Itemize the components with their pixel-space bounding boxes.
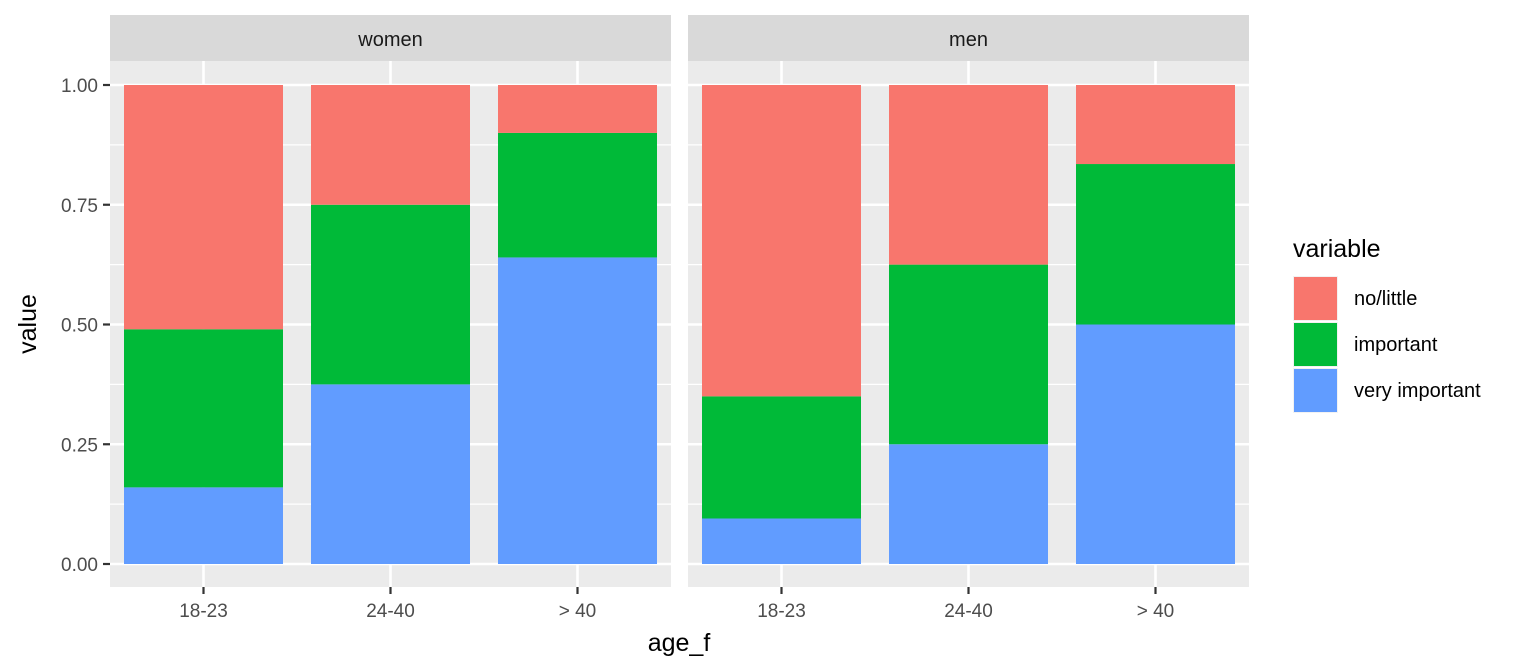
y-axis: 0.00 0.25 0.50 0.75 1.00 [61, 76, 110, 576]
bar-segment-no-little [1076, 85, 1235, 165]
facet-panels: women 18-23 24-40 > 40 men 18-23 24-40 > 40 [110, 15, 1249, 622]
bar-segment-very-important [311, 384, 470, 564]
bar-segment-very-important [1076, 324, 1235, 564]
bar-segment-no-little [889, 85, 1048, 265]
bar-segment-important [702, 396, 861, 519]
bar-segment-no-little [702, 85, 861, 397]
bar-segment-no-little [124, 85, 283, 330]
x-tick-label: 18-23 [179, 601, 228, 622]
bar-segment-important [498, 132, 657, 258]
x-tick-label: > 40 [559, 601, 597, 622]
facet-panel-women: women 18-23 24-40 > 40 [110, 15, 671, 622]
facet-strip-label: men [949, 29, 988, 51]
x-tick-label: 24-40 [366, 601, 415, 622]
facet-panel-men: men 18-23 24-40 > 40 [688, 15, 1249, 622]
bar-segment-important [889, 264, 1048, 445]
bar-segment-important [124, 329, 283, 488]
facet-strip [110, 15, 671, 61]
legend: variable no/little important very importan… [1293, 235, 1481, 413]
y-tick-label: 1.00 [61, 76, 98, 97]
legend-item: very important [1293, 368, 1481, 413]
x-tick-label: 24-40 [944, 601, 993, 622]
x-tick-label: 18-23 [757, 601, 806, 622]
legend-item: no/little [1293, 276, 1417, 321]
y-tick-label: 0.75 [61, 196, 98, 217]
bar-segment-important [1076, 164, 1235, 325]
legend-item: important [1293, 322, 1438, 367]
x-axis-title: age_f [648, 629, 711, 657]
facet-strip [688, 15, 1249, 61]
y-axis-title: value [14, 294, 42, 354]
x-tick-label: > 40 [1137, 601, 1175, 622]
bar-segment-important [311, 204, 470, 385]
bar-segment-very-important [889, 444, 1048, 564]
legend-title: variable [1293, 235, 1381, 263]
legend-label: no/little [1354, 288, 1417, 310]
legend-swatch [1294, 323, 1337, 366]
y-tick-label: 0.00 [61, 555, 98, 576]
legend-swatch [1294, 369, 1337, 412]
bar-segment-very-important [124, 487, 283, 564]
legend-swatch [1294, 277, 1337, 320]
legend-label: important [1354, 334, 1438, 356]
y-tick-label: 0.50 [61, 316, 98, 337]
y-tick-label: 0.25 [61, 435, 98, 456]
facet-strip-label: women [357, 29, 422, 51]
bar-segment-no-little [498, 85, 657, 133]
bar-segment-no-little [311, 85, 470, 205]
bar-segment-very-important [498, 257, 657, 564]
legend-label: very important [1354, 380, 1481, 402]
bar-segment-very-important [702, 518, 861, 564]
